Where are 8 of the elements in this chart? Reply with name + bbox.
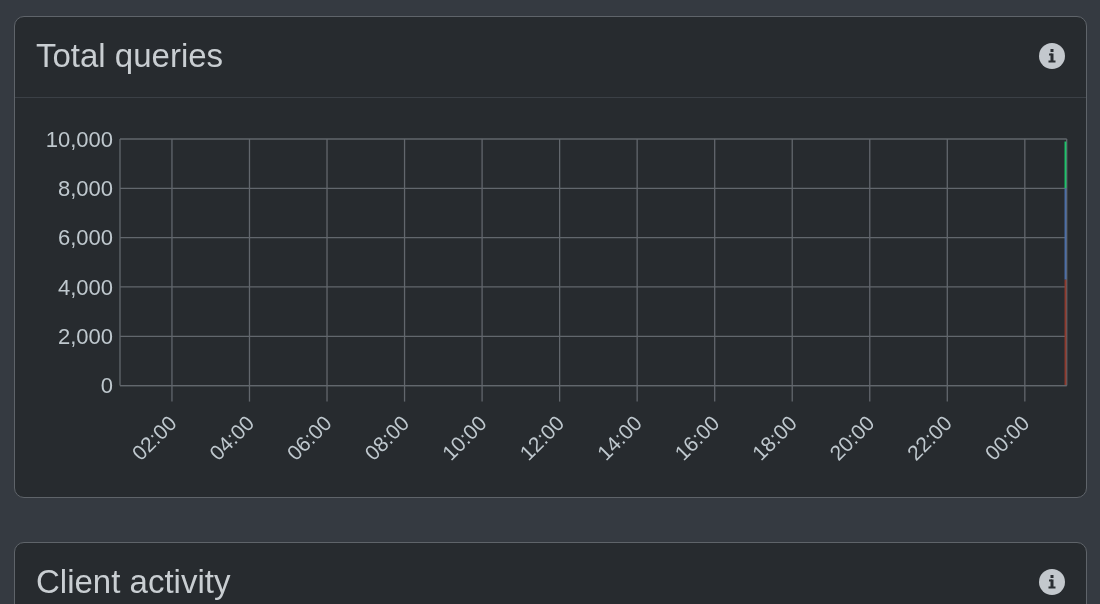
y-tick-label: 8,000 (57, 176, 113, 202)
y-tick-label: 10,000 (45, 126, 113, 152)
y-tick-label: 4,000 (57, 274, 113, 300)
y-tick-label: 0 (100, 373, 113, 399)
y-tick-label: 2,000 (57, 324, 113, 350)
chart-title: Total queries (36, 37, 224, 75)
text: Client activity (36, 563, 231, 601)
y-tick-label: 6,000 (57, 225, 113, 251)
